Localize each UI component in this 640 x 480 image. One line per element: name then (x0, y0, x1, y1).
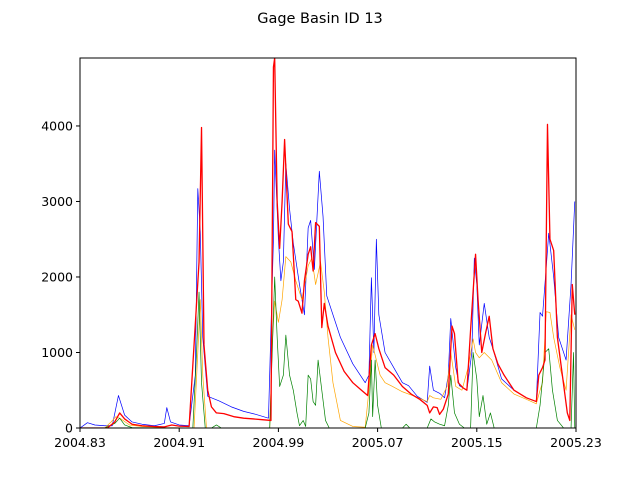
series-line-3 (80, 276, 576, 428)
series-line-4 (80, 58, 576, 428)
y-axis: 0 1000 2000 3000 4000 (41, 118, 80, 436)
x-tick-label: 2004.91 (153, 435, 205, 450)
x-tick-label: 2005.07 (352, 435, 404, 450)
plot-frame (79, 57, 577, 429)
x-axis: 2004.83 2004.91 2004.99 2005.07 2005.15 2005.… (54, 428, 602, 450)
y-tick-label: 4000 (41, 118, 73, 133)
series-layer (80, 58, 576, 428)
x-tick-label: 2005.15 (451, 435, 503, 450)
y-tick-label: 0 (65, 421, 73, 436)
x-tick-label: 2004.83 (54, 435, 106, 450)
series-line-2 (80, 256, 576, 428)
chart-title: Gage Basin ID 13 (257, 11, 383, 27)
y-tick-label: 2000 (41, 269, 73, 284)
x-tick-label: 2005.23 (550, 435, 602, 450)
y-tick-label: 1000 (41, 345, 73, 360)
x-tick-label: 2004.99 (253, 435, 305, 450)
y-tick-label: 3000 (41, 194, 73, 209)
series-line-1 (80, 149, 576, 428)
